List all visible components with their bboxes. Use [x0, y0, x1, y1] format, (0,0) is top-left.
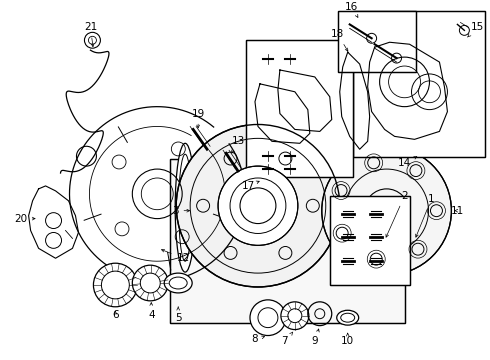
- Circle shape: [250, 300, 286, 336]
- Text: 21: 21: [84, 22, 97, 47]
- Text: 1: 1: [416, 194, 435, 237]
- Text: 5: 5: [175, 307, 181, 323]
- Text: 2: 2: [386, 191, 408, 237]
- Text: 6: 6: [112, 310, 119, 320]
- Text: 13: 13: [231, 136, 245, 153]
- Bar: [170, 159, 405, 323]
- Bar: [353, 10, 485, 157]
- Text: 15: 15: [467, 22, 484, 37]
- Text: 7: 7: [282, 332, 293, 346]
- Text: 11: 11: [451, 206, 464, 216]
- Text: 16: 16: [345, 1, 358, 17]
- Text: 8: 8: [252, 334, 265, 345]
- Text: 10: 10: [341, 333, 354, 346]
- Text: 18: 18: [331, 29, 348, 51]
- Bar: [330, 196, 410, 285]
- Text: 14: 14: [398, 157, 417, 168]
- Ellipse shape: [164, 273, 192, 293]
- Circle shape: [322, 146, 451, 275]
- Bar: [330, 196, 410, 285]
- Ellipse shape: [337, 310, 359, 325]
- Circle shape: [132, 265, 168, 301]
- Text: 20: 20: [14, 213, 35, 224]
- Text: 4: 4: [148, 303, 154, 320]
- Text: 9: 9: [312, 329, 319, 346]
- Circle shape: [94, 263, 137, 307]
- Ellipse shape: [175, 143, 195, 272]
- Text: 3: 3: [172, 206, 190, 216]
- Circle shape: [218, 166, 298, 246]
- Text: 19: 19: [192, 109, 205, 128]
- Bar: [338, 10, 416, 72]
- Bar: [353, 10, 485, 157]
- Bar: [338, 10, 416, 72]
- Circle shape: [281, 302, 309, 330]
- Bar: [246, 40, 353, 177]
- Text: 17: 17: [242, 181, 259, 191]
- Bar: [246, 40, 353, 177]
- Circle shape: [176, 125, 340, 287]
- Bar: [170, 159, 405, 323]
- Text: 12: 12: [162, 249, 190, 263]
